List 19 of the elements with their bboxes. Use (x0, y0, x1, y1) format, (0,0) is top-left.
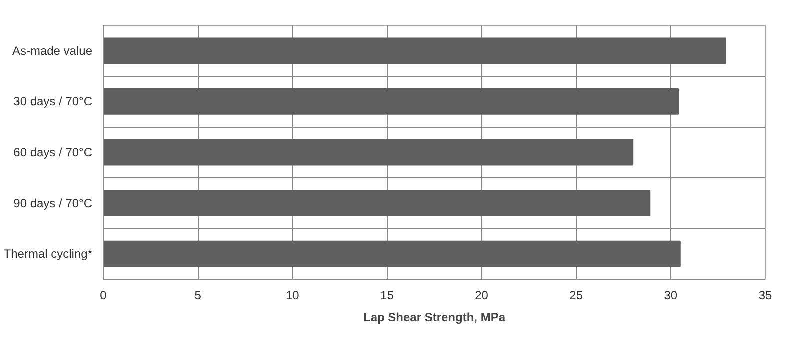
x-tick-label: 10 (286, 288, 300, 302)
bar (104, 190, 651, 216)
bar (104, 38, 726, 64)
bar (104, 139, 634, 166)
y-tick-label: 30 days / 70°C (14, 94, 93, 109)
x-tick-label: 15 (380, 288, 394, 302)
x-tick-label: 20 (475, 288, 489, 302)
bar (104, 88, 679, 115)
x-tick-label: 30 (664, 288, 678, 302)
x-tick-label: 25 (570, 288, 584, 302)
y-tick-label: 60 days / 70°C (14, 146, 93, 160)
y-tick-label: As-made value (12, 44, 93, 58)
x-tick-label: 0 (100, 288, 108, 302)
y-tick-label: Thermal cycling* (4, 247, 93, 262)
bar (104, 240, 681, 268)
y-tick-label: 90 days / 70°C (14, 196, 93, 210)
x-axis-title: Lap Shear Strength, MPa (363, 310, 506, 324)
x-tick-label: 5 (194, 288, 202, 302)
x-tick-label: 35 (758, 288, 772, 302)
